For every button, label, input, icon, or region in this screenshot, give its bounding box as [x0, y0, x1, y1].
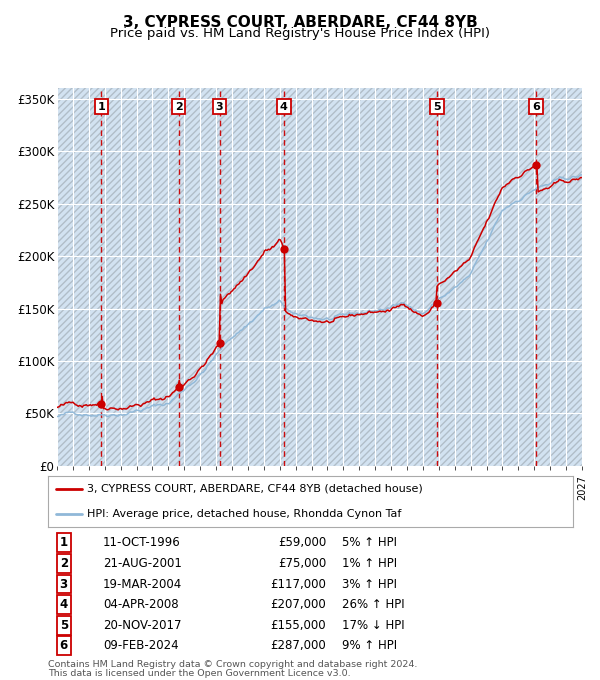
Text: This data is licensed under the Open Government Licence v3.0.: This data is licensed under the Open Gov… [48, 669, 350, 678]
Text: 6: 6 [59, 639, 68, 652]
Text: 3: 3 [59, 577, 68, 590]
Text: 04-APR-2008: 04-APR-2008 [103, 598, 179, 611]
Text: Price paid vs. HM Land Registry's House Price Index (HPI): Price paid vs. HM Land Registry's House … [110, 27, 490, 40]
Text: £207,000: £207,000 [271, 598, 326, 611]
Text: 5: 5 [59, 619, 68, 632]
Text: 20-NOV-2017: 20-NOV-2017 [103, 619, 182, 632]
Text: 9% ↑ HPI: 9% ↑ HPI [342, 639, 397, 652]
Text: HPI: Average price, detached house, Rhondda Cynon Taf: HPI: Average price, detached house, Rhon… [88, 509, 402, 520]
Text: 3, CYPRESS COURT, ABERDARE, CF44 8YB: 3, CYPRESS COURT, ABERDARE, CF44 8YB [122, 15, 478, 30]
Text: £75,000: £75,000 [278, 557, 326, 570]
Text: 17% ↓ HPI: 17% ↓ HPI [342, 619, 404, 632]
Text: Contains HM Land Registry data © Crown copyright and database right 2024.: Contains HM Land Registry data © Crown c… [48, 660, 418, 668]
Text: 2: 2 [175, 101, 182, 112]
Text: 5: 5 [433, 101, 441, 112]
Text: 09-FEB-2024: 09-FEB-2024 [103, 639, 179, 652]
Text: 3% ↑ HPI: 3% ↑ HPI [342, 577, 397, 590]
Text: 4: 4 [280, 101, 288, 112]
Text: 19-MAR-2004: 19-MAR-2004 [103, 577, 182, 590]
Text: 5% ↑ HPI: 5% ↑ HPI [342, 537, 397, 549]
Text: £59,000: £59,000 [278, 537, 326, 549]
Text: 21-AUG-2001: 21-AUG-2001 [103, 557, 182, 570]
Text: £287,000: £287,000 [271, 639, 326, 652]
Text: 1% ↑ HPI: 1% ↑ HPI [342, 557, 397, 570]
Text: 26% ↑ HPI: 26% ↑ HPI [342, 598, 404, 611]
Text: 6: 6 [532, 101, 540, 112]
Text: 3: 3 [216, 101, 223, 112]
Text: £155,000: £155,000 [271, 619, 326, 632]
Text: 1: 1 [59, 537, 68, 549]
Text: £117,000: £117,000 [271, 577, 326, 590]
Text: 11-OCT-1996: 11-OCT-1996 [103, 537, 181, 549]
Text: 2: 2 [59, 557, 68, 570]
Text: 1: 1 [98, 101, 105, 112]
Text: 4: 4 [59, 598, 68, 611]
Text: 3, CYPRESS COURT, ABERDARE, CF44 8YB (detached house): 3, CYPRESS COURT, ABERDARE, CF44 8YB (de… [88, 483, 423, 494]
